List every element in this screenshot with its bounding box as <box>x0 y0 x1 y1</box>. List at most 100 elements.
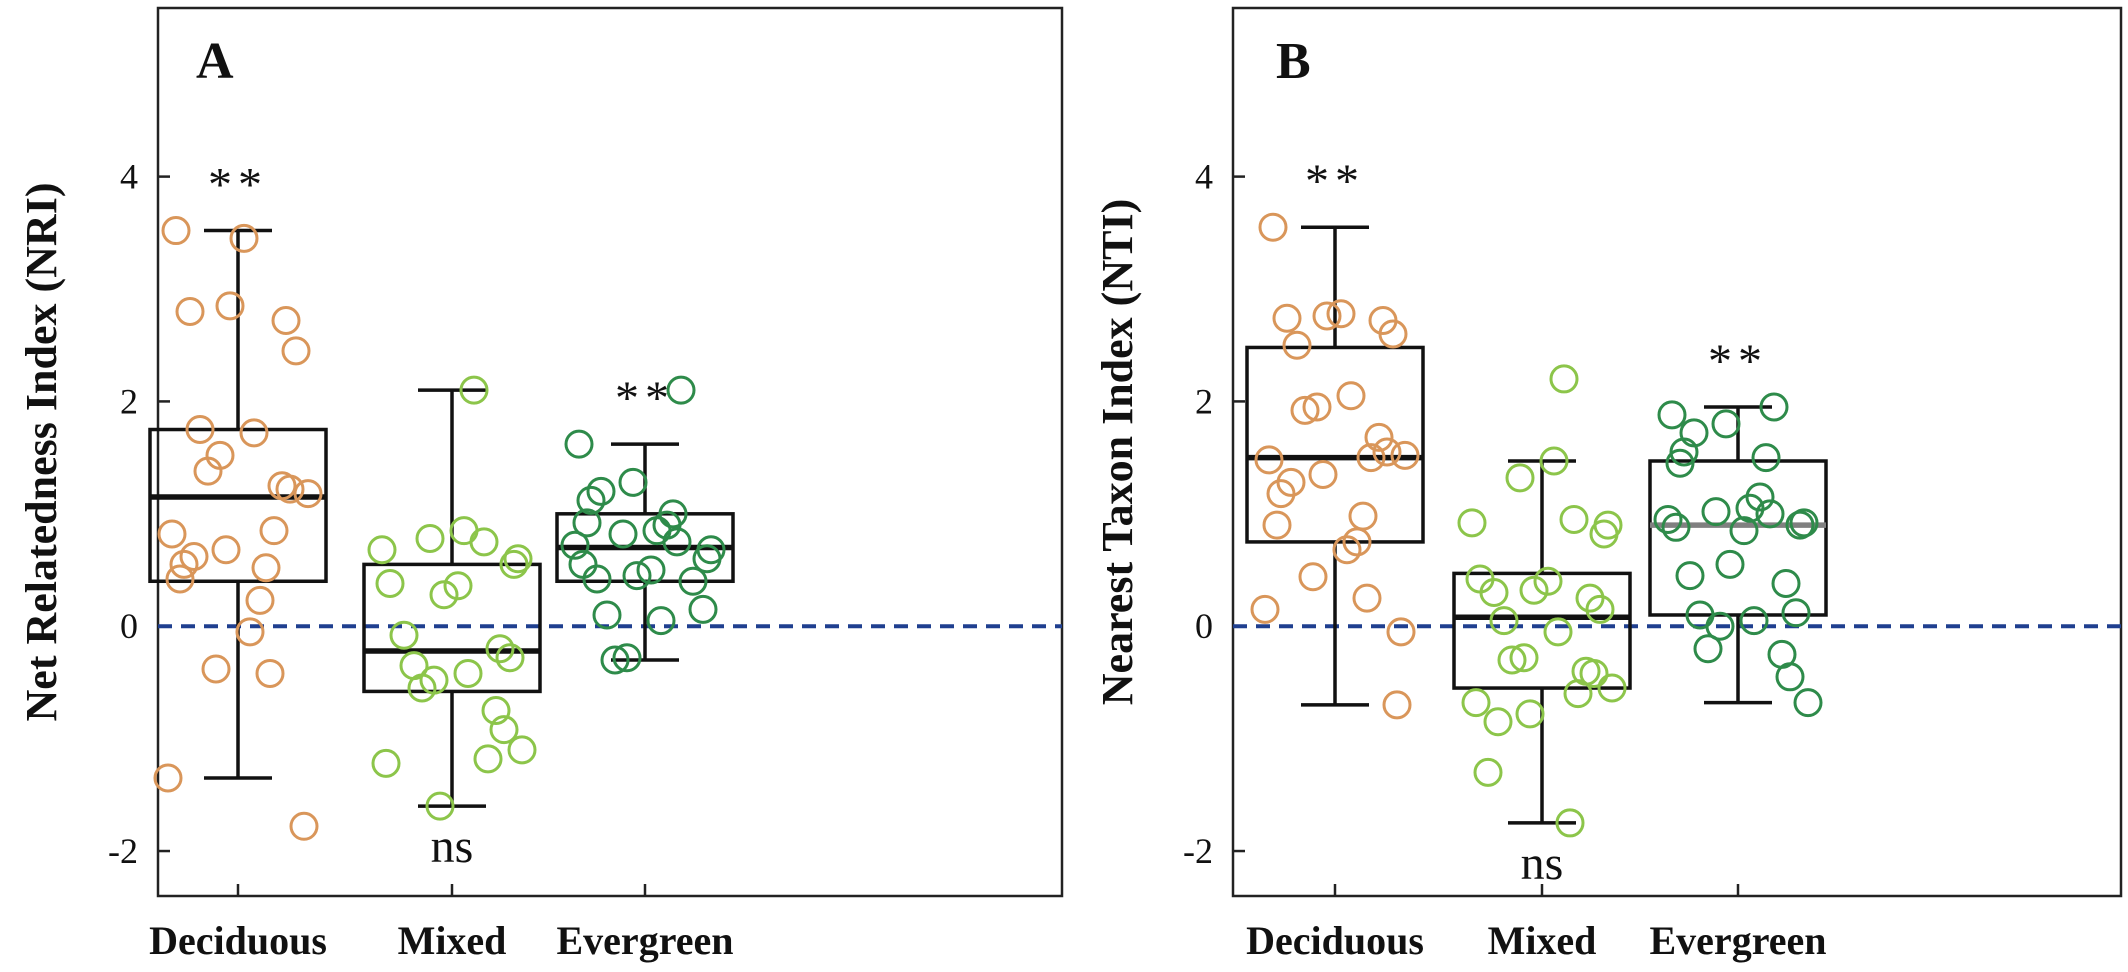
data-point <box>281 336 311 366</box>
data-point <box>1483 707 1513 737</box>
panel-a-significance: ** ns ** <box>208 159 675 874</box>
panel-b-points-deciduous <box>1250 212 1420 720</box>
panel-b-y-axis-label: Nearest Taxon Index (NTI) <box>1093 199 1142 705</box>
data-point <box>1378 319 1408 349</box>
data-point <box>1262 510 1292 540</box>
data-point <box>449 516 479 546</box>
panel-a: A Net Relatedness Index (NRI) 4 2 0 -2 Deci… <box>17 6 1064 963</box>
data-point <box>1302 392 1332 422</box>
data-point <box>425 791 455 821</box>
panel-a-y-axis-label: Net Relatedness Index (NRI) <box>17 183 66 722</box>
data-point <box>1266 479 1296 509</box>
panel-b-y-tick-label: 2 <box>1195 381 1213 421</box>
data-point <box>1555 808 1585 838</box>
data-point <box>275 474 305 504</box>
data-point <box>1563 679 1593 709</box>
data-point <box>371 748 401 778</box>
data-point <box>193 456 223 486</box>
panel-b-x-tick-label-deciduous: Deciduous <box>1246 918 1424 963</box>
data-point <box>453 658 483 688</box>
panel-a-x-ticks: Deciduous Mixed Evergreen <box>149 884 733 963</box>
data-point <box>1575 583 1605 613</box>
data-point <box>1515 699 1545 729</box>
data-point <box>1693 634 1723 664</box>
panel-b-boxes <box>1245 225 1828 825</box>
data-point <box>646 606 676 636</box>
data-point <box>1789 508 1819 538</box>
data-point <box>1759 392 1789 422</box>
data-point <box>473 744 503 774</box>
data-point <box>1457 508 1487 538</box>
data-point <box>389 620 419 650</box>
data-point <box>1785 510 1815 540</box>
data-point <box>1326 299 1356 329</box>
data-point <box>1348 501 1378 531</box>
data-point <box>622 561 652 591</box>
data-point <box>169 549 199 579</box>
data-point <box>582 564 612 594</box>
panel-a-y-tick-label: 2 <box>120 381 138 421</box>
data-point <box>1497 645 1527 675</box>
data-point <box>1653 504 1683 534</box>
panel-a-significance-deciduous: ** <box>208 159 268 212</box>
panel-b-frame <box>1231 6 2123 898</box>
data-point <box>1298 562 1328 592</box>
data-point <box>1390 440 1420 470</box>
data-point <box>1559 504 1589 534</box>
data-point <box>1352 583 1382 613</box>
panel-a-y-tick-label: 0 <box>120 606 138 646</box>
data-point <box>1258 212 1288 242</box>
panel-a-y-tick-label: -2 <box>108 831 138 871</box>
data-point <box>161 216 191 246</box>
data-point <box>245 585 275 615</box>
panel-a-y-ticks: 4 2 0 -2 <box>108 157 170 871</box>
data-point <box>407 673 437 703</box>
data-point <box>259 516 289 546</box>
panel-a-significance-evergreen: ** <box>615 372 675 425</box>
panel-a-label: A <box>196 33 234 90</box>
data-point <box>1386 617 1416 647</box>
data-point <box>289 811 319 841</box>
data-point <box>1539 446 1569 476</box>
panel-a-x-tick-label-deciduous: Deciduous <box>149 918 327 963</box>
data-point <box>215 291 245 321</box>
data-point <box>293 479 323 509</box>
data-point <box>1675 561 1705 591</box>
data-point <box>459 375 489 405</box>
panel-b-x-ticks: Deciduous Mixed Evergreen <box>1246 884 1826 963</box>
data-point <box>507 735 537 765</box>
panel-b-y-tick-label: 0 <box>1195 606 1213 646</box>
panel-b-significance-evergreen: ** <box>1708 335 1768 388</box>
data-point <box>1589 519 1619 549</box>
data-point <box>1505 463 1535 493</box>
data-point <box>239 418 269 448</box>
data-point <box>1364 422 1394 452</box>
data-point <box>235 617 265 647</box>
data-point <box>485 634 515 664</box>
panel-a-x-tick-label-mixed: Mixed <box>398 918 507 963</box>
data-point <box>1549 364 1579 394</box>
data-point <box>1272 303 1302 333</box>
data-point <box>1597 673 1627 703</box>
data-point <box>1771 569 1801 599</box>
data-point <box>255 658 285 688</box>
data-point <box>1735 493 1765 523</box>
panel-a-frame <box>156 6 1064 898</box>
panel-b-points <box>1250 212 1823 838</box>
data-point <box>662 527 692 557</box>
data-point <box>1701 497 1731 527</box>
data-point <box>1781 598 1811 628</box>
iqr-box <box>148 427 328 584</box>
data-point <box>1543 617 1573 647</box>
data-point <box>1519 575 1549 605</box>
data-point <box>1308 459 1338 489</box>
data-point <box>153 763 183 793</box>
data-point <box>1473 757 1503 787</box>
data-point <box>592 600 622 630</box>
panel-b-significance: ** ns ** <box>1305 155 1768 890</box>
data-point <box>175 296 205 326</box>
data-point <box>1461 688 1491 718</box>
data-point <box>1479 578 1509 608</box>
data-point <box>586 476 616 506</box>
